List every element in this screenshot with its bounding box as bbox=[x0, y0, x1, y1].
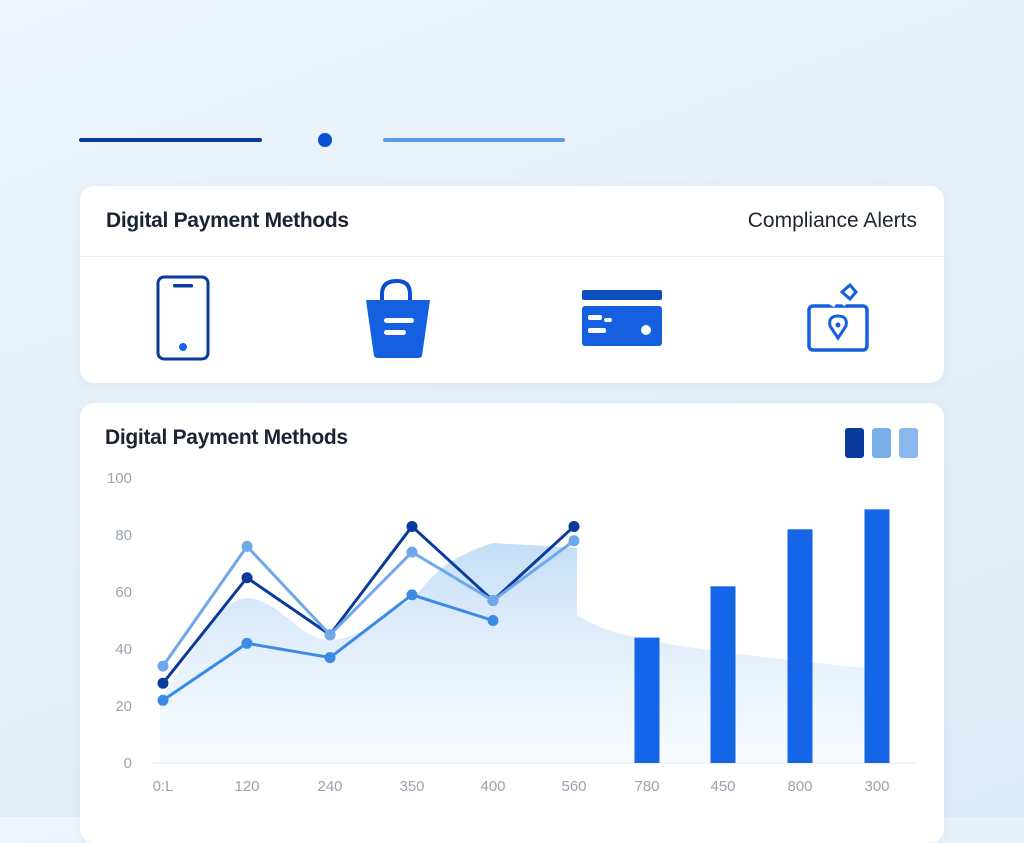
bar bbox=[864, 509, 890, 763]
data-point bbox=[241, 637, 253, 649]
data-point bbox=[406, 546, 418, 558]
y-tick-label: 20 bbox=[115, 698, 132, 715]
data-point bbox=[487, 615, 499, 626]
legend-swatch-2[interactable] bbox=[872, 428, 891, 458]
shopping-bag-icon[interactable] bbox=[364, 278, 434, 360]
x-tick-label: 120 bbox=[234, 778, 259, 795]
series-line-2 bbox=[161, 539, 575, 667]
background-area bbox=[160, 543, 865, 763]
data-point bbox=[568, 520, 580, 532]
data-point bbox=[487, 595, 499, 607]
data-point bbox=[568, 535, 580, 547]
decor-line-dark bbox=[79, 138, 262, 142]
data-point bbox=[157, 660, 169, 672]
divider bbox=[80, 256, 944, 257]
y-tick-label: 100 bbox=[107, 470, 132, 487]
legend-swatch-1[interactable] bbox=[845, 428, 864, 458]
compliance-alerts-link[interactable]: Compliance Alerts bbox=[747, 209, 917, 232]
location-wallet-icon[interactable] bbox=[806, 282, 872, 354]
data-point bbox=[157, 677, 169, 689]
payment-methods-card: Digital Payment Methods Compliance Alert… bbox=[80, 186, 944, 383]
data-point bbox=[324, 629, 336, 641]
bar bbox=[787, 529, 813, 763]
chart-title: Digital Payment Methods bbox=[105, 426, 348, 449]
x-tick-label: 400 bbox=[480, 778, 505, 795]
decor-dot bbox=[318, 133, 332, 147]
x-tick-label: 0:L bbox=[153, 778, 174, 795]
x-tick-label: 350 bbox=[399, 778, 424, 795]
x-tick-label: 450 bbox=[710, 778, 735, 795]
y-tick-label: 0 bbox=[124, 755, 132, 772]
data-point bbox=[157, 694, 169, 706]
data-point bbox=[406, 589, 418, 601]
x-tick-label: 800 bbox=[787, 778, 812, 795]
credit-card-icon[interactable] bbox=[582, 290, 664, 348]
x-tick-label: 240 bbox=[317, 778, 342, 795]
bar bbox=[634, 637, 660, 763]
decor-line-light bbox=[383, 138, 565, 142]
data-point bbox=[241, 572, 253, 584]
card-title: Digital Payment Methods bbox=[106, 209, 349, 232]
y-tick-label: 40 bbox=[115, 641, 132, 658]
chart-plot: 0 20 40 60 80 100 0:L 120 240 350 400 560 780 450 800 3… bbox=[107, 470, 916, 795]
smartphone-icon[interactable] bbox=[155, 274, 211, 362]
y-tick-label: 80 bbox=[115, 527, 132, 544]
x-tick-label: 300 bbox=[864, 778, 889, 795]
bar bbox=[710, 586, 736, 763]
data-point bbox=[406, 520, 418, 532]
x-tick-label: 560 bbox=[561, 778, 586, 795]
legend-swatch-3[interactable] bbox=[899, 428, 918, 458]
data-point bbox=[324, 652, 336, 664]
series-line-1 bbox=[161, 524, 576, 685]
y-tick-label: 60 bbox=[115, 584, 132, 601]
x-tick-label: 780 bbox=[634, 778, 659, 795]
data-point bbox=[241, 540, 253, 552]
